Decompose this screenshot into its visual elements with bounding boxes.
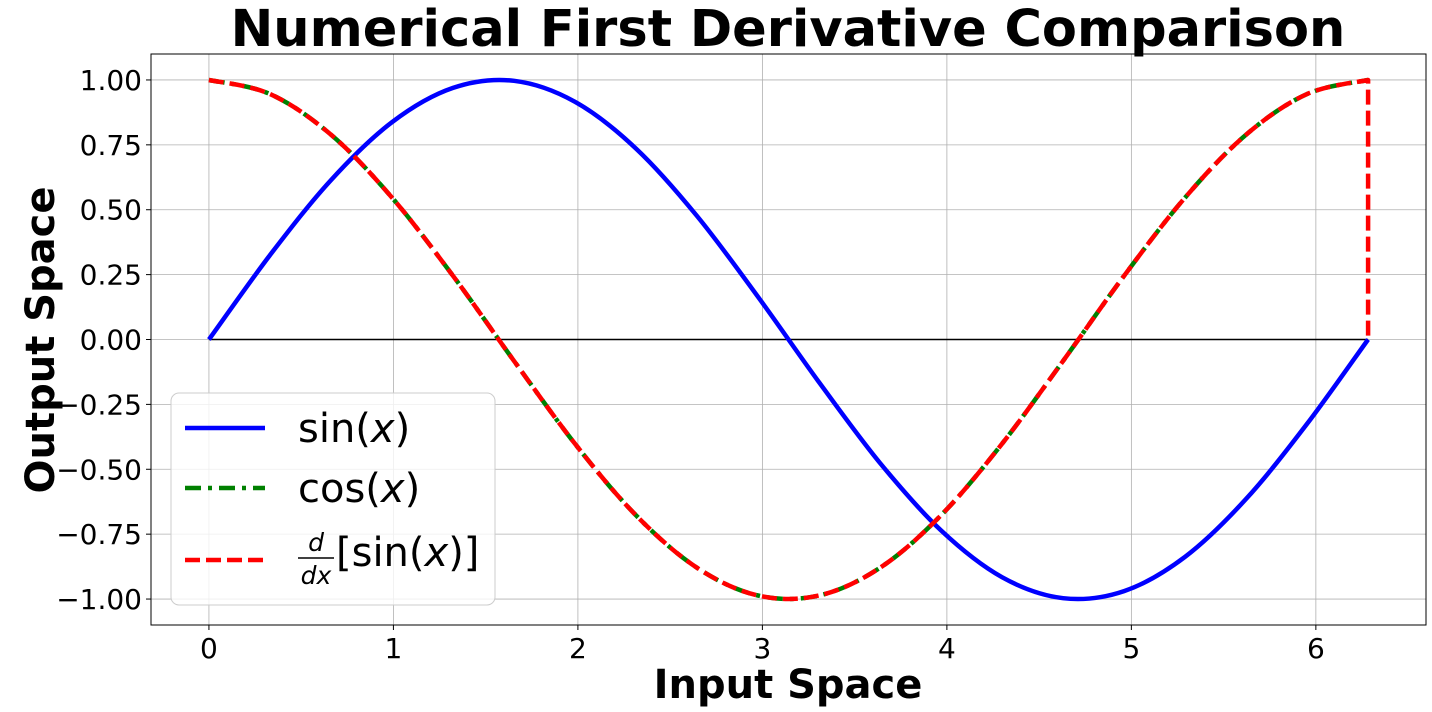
legend-label-1: sin(x) (298, 406, 410, 452)
legend-label-variable: x (369, 406, 395, 452)
y-axis-label: Output Space (18, 186, 64, 493)
legend-label-2: cos(x) (298, 466, 420, 512)
legend-label-prefix: [sin( (336, 530, 425, 576)
x-tick-label: 4 (938, 632, 956, 665)
series-line-1 (207, 77, 1370, 602)
legend-label-3: [sin(x)] (336, 530, 479, 576)
series-line-3 (208, 77, 1371, 602)
fraction-denominator: dx (301, 561, 332, 590)
y-tick-label: 1.00 (80, 64, 142, 97)
y-tick-label: 0.75 (80, 129, 142, 162)
x-tick-label: 2 (569, 632, 587, 665)
legend-entries: sin(x)cos(x)ddx [sin(x)] (185, 406, 479, 590)
x-tick-label: 1 (385, 632, 403, 665)
x-tick-layer: 0 1 2 3 4 5 6 (200, 625, 1325, 665)
y-tick-label: −0.25 (56, 388, 142, 421)
fraction-numerator: d (308, 528, 324, 557)
legend-label-variable: x (423, 530, 449, 576)
legend-label-suffix: ) (405, 466, 421, 512)
x-axis-label: Input Space (654, 662, 923, 708)
y-tick-label: 0.00 (80, 324, 142, 357)
y-tick-layer: 1.00 0.75 0.50 0.25 0.00 −0.25 −0.50 −0.75 −1.00 (56, 64, 151, 616)
y-tick-label: −0.50 (56, 453, 142, 486)
series-line-2 (208, 77, 1369, 602)
legend-label-variable: x (379, 466, 405, 512)
legend-label-suffix: ) (395, 406, 411, 452)
y-tick-label: −1.00 (56, 583, 142, 616)
x-tick-label: 6 (1307, 632, 1325, 665)
legend-label-prefix: cos( (298, 466, 381, 512)
y-tick-label: 0.50 (80, 194, 142, 227)
x-tick-label: 0 (200, 632, 218, 665)
legend: sin(x)cos(x)ddx [sin(x)] (170, 392, 496, 606)
x-tick-label: 3 (753, 632, 771, 665)
x-tick-label: 5 (1122, 632, 1140, 665)
legend-label-prefix: sin( (298, 406, 371, 452)
series-layer (207, 77, 1371, 602)
chart-title: Numerical First Derivative Comparison (231, 0, 1346, 59)
y-tick-label: 0.25 (80, 259, 142, 292)
legend-label-suffix: )] (448, 530, 479, 576)
y-tick-label: −0.75 (56, 518, 142, 551)
legend-derivative-fraction: d dx (298, 528, 334, 590)
legend-box (170, 392, 496, 606)
